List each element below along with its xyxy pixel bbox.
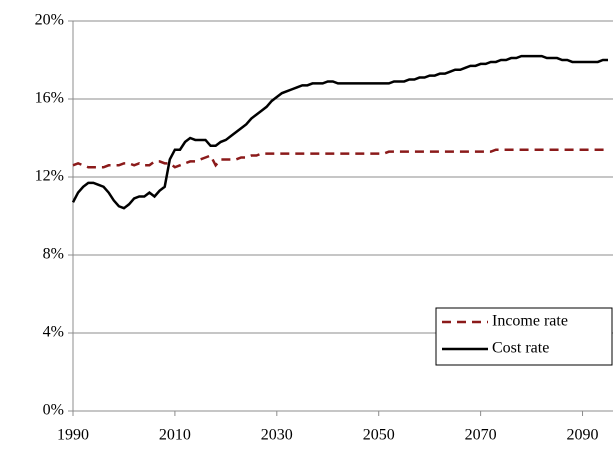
y-tick-label: 4%: [43, 324, 64, 341]
y-tick-label: 0%: [43, 402, 64, 419]
x-tick-label: 2010: [159, 427, 191, 444]
series-line: [71, 54, 608, 210]
legend-label: Cost rate: [492, 340, 549, 357]
x-tick-label: 1990: [57, 427, 89, 444]
series-line: [72, 148, 608, 169]
legend-box: [435, 307, 613, 366]
x-tick-label: 2090: [567, 427, 599, 444]
y-tick-label: 20%: [35, 12, 64, 29]
x-tick-label: 2070: [465, 427, 497, 444]
y-tick-label: 12%: [35, 168, 64, 185]
legend-label: Income rate: [492, 313, 568, 330]
x-tick-label: 2030: [261, 427, 293, 444]
y-tick-label: 16%: [35, 90, 64, 107]
x-tick-label: 2050: [363, 427, 395, 444]
y-tick-label: 8%: [43, 246, 64, 263]
